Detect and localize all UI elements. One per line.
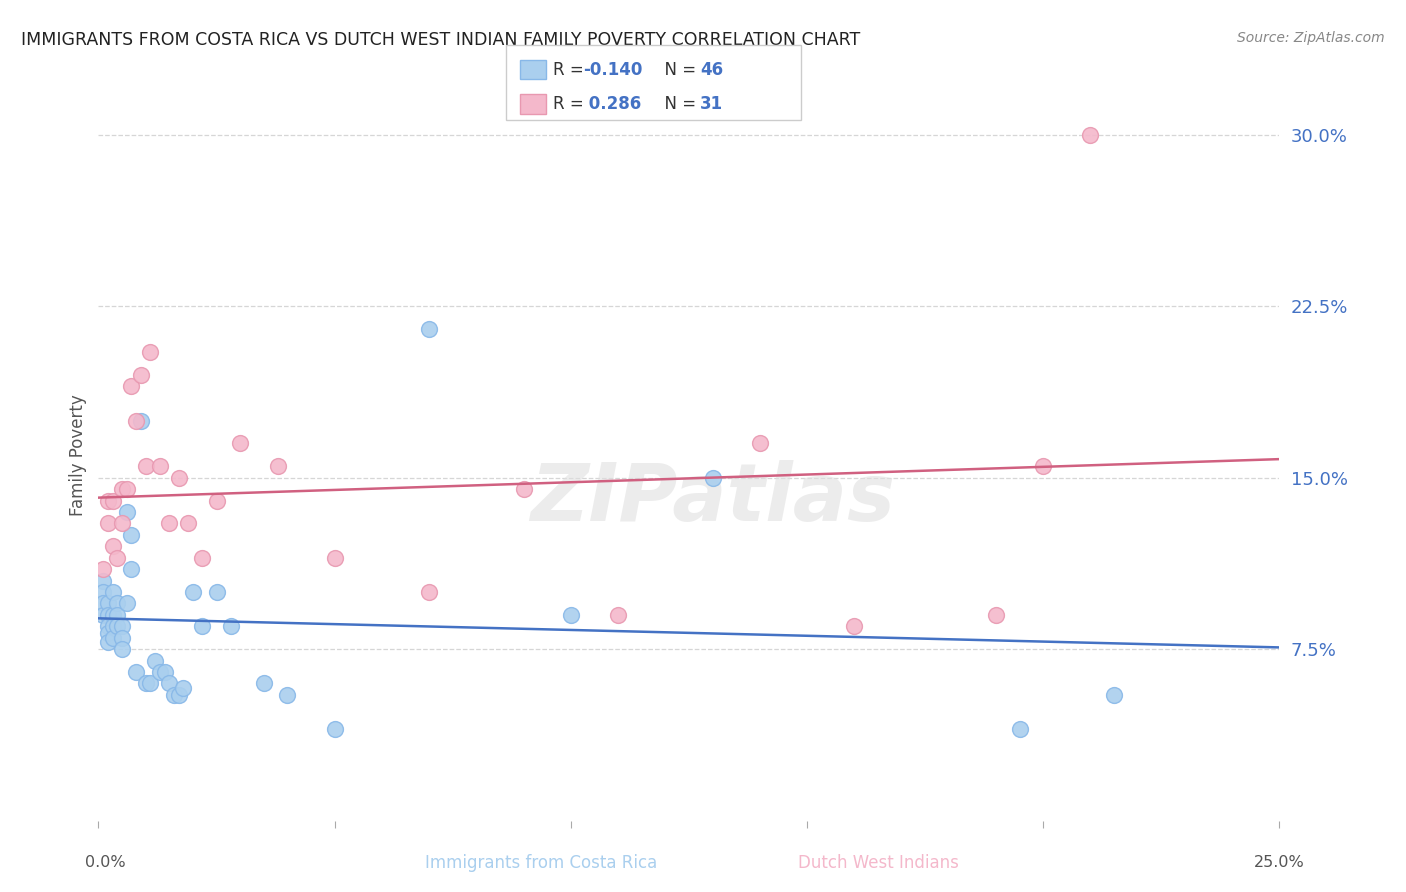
Point	[97, 493, 120, 508]
Point	[101, 631, 124, 645]
Point	[418, 585, 440, 599]
Text: R =: R =	[553, 95, 589, 112]
Point	[91, 562, 114, 576]
Point	[139, 345, 162, 359]
Point	[111, 482, 134, 496]
Point	[121, 379, 143, 393]
Point	[101, 539, 124, 553]
Point	[229, 436, 252, 450]
Text: R =: R =	[553, 61, 589, 78]
Text: 31: 31	[700, 95, 723, 112]
Point	[149, 459, 172, 474]
Text: Immigrants from Costa Rica: Immigrants from Costa Rica	[425, 854, 658, 871]
Point	[97, 626, 120, 640]
Point	[219, 619, 242, 633]
Point	[167, 471, 190, 485]
Point	[121, 528, 143, 542]
Point	[105, 607, 128, 622]
Point	[129, 414, 152, 428]
Point	[205, 585, 228, 599]
Point	[163, 688, 186, 702]
Point	[101, 607, 124, 622]
Point	[1080, 128, 1102, 142]
Point	[115, 597, 138, 611]
Point	[129, 368, 152, 382]
Point	[97, 619, 120, 633]
Point	[323, 550, 346, 565]
Point	[172, 681, 194, 695]
Point	[105, 597, 128, 611]
Text: Source: ZipAtlas.com: Source: ZipAtlas.com	[1237, 31, 1385, 45]
Point	[111, 619, 134, 633]
Text: -0.140: -0.140	[583, 61, 643, 78]
Point	[167, 688, 190, 702]
Point	[111, 516, 134, 531]
Point	[91, 607, 114, 622]
Point	[101, 585, 124, 599]
Point	[560, 607, 582, 622]
Point	[149, 665, 172, 679]
Point	[97, 607, 120, 622]
Point	[115, 505, 138, 519]
Point	[111, 642, 134, 657]
Point	[157, 676, 180, 690]
Text: Dutch West Indians: Dutch West Indians	[799, 854, 959, 871]
Point	[139, 676, 162, 690]
Point	[323, 723, 346, 737]
Point	[121, 562, 143, 576]
Point	[97, 635, 120, 649]
Point	[205, 493, 228, 508]
Point	[101, 493, 124, 508]
Point	[157, 516, 180, 531]
Point	[191, 619, 214, 633]
Point	[91, 585, 114, 599]
Point	[153, 665, 176, 679]
Text: ZIPatlas: ZIPatlas	[530, 459, 896, 538]
Point	[191, 550, 214, 565]
Point	[135, 676, 157, 690]
Point	[418, 322, 440, 336]
Text: 25.0%: 25.0%	[1254, 855, 1305, 870]
Point	[1032, 459, 1054, 474]
Point	[101, 619, 124, 633]
Point	[702, 471, 724, 485]
Point	[177, 516, 200, 531]
Point	[111, 631, 134, 645]
Point	[267, 459, 290, 474]
Point	[125, 665, 148, 679]
Point	[984, 607, 1007, 622]
Text: 46: 46	[700, 61, 723, 78]
Point	[97, 597, 120, 611]
Point	[1102, 688, 1125, 702]
Text: 0.0%: 0.0%	[86, 855, 125, 870]
Point	[105, 619, 128, 633]
Point	[1008, 723, 1031, 737]
Point	[253, 676, 276, 690]
Text: 0.286: 0.286	[583, 95, 641, 112]
Point	[181, 585, 204, 599]
Point	[844, 619, 866, 633]
Text: N =: N =	[654, 95, 702, 112]
Point	[748, 436, 770, 450]
Text: N =: N =	[654, 61, 702, 78]
Point	[135, 459, 157, 474]
Point	[607, 607, 630, 622]
Point	[97, 516, 120, 531]
Point	[91, 574, 114, 588]
Point	[143, 654, 166, 668]
Point	[115, 482, 138, 496]
Point	[91, 597, 114, 611]
Point	[125, 414, 148, 428]
Text: IMMIGRANTS FROM COSTA RICA VS DUTCH WEST INDIAN FAMILY POVERTY CORRELATION CHART: IMMIGRANTS FROM COSTA RICA VS DUTCH WEST…	[21, 31, 860, 49]
Y-axis label: Family Poverty: Family Poverty	[69, 394, 87, 516]
Point	[276, 688, 298, 702]
Point	[105, 550, 128, 565]
Point	[512, 482, 534, 496]
